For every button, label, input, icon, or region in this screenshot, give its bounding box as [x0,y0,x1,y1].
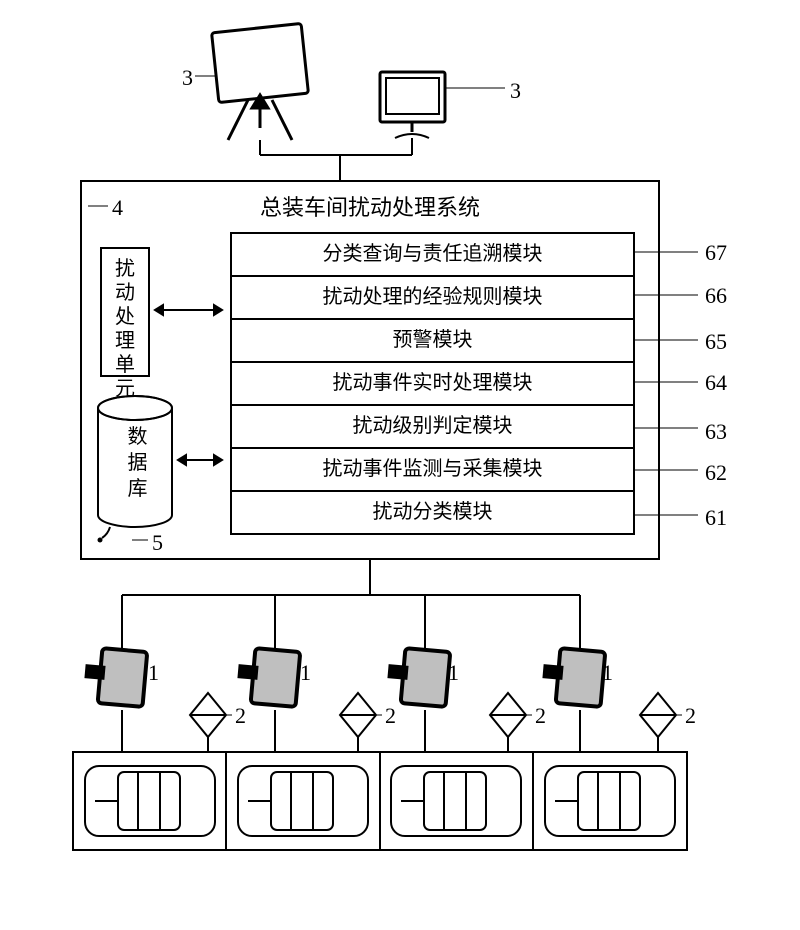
leader-lines-right [633,252,698,515]
tablet-icon-3 [387,648,450,707]
car-icon-4 [545,766,675,836]
bottom-connectors [122,560,580,648]
tablet-icon-2 [237,648,300,707]
system-diagram: 总装车间扰动处理系统 扰 动 处 理 单 元 数 据 库 分类查询与责任追溯模块… [0,0,800,930]
bidir-arrow-db [178,455,222,465]
car-icon-3 [391,766,521,836]
top-connectors [260,138,412,180]
connector-layer [0,0,800,930]
tablet-icon-4 [542,648,605,707]
monitor-icon [380,72,445,138]
database-icon [98,396,173,543]
tablet-icon-1 [84,648,147,707]
floor-marker-4 [640,693,676,752]
car-icon-2 [238,766,368,836]
car-icon-1 [85,766,215,836]
easel-display-icon [212,23,309,140]
floor-marker-3 [490,693,526,752]
floor-marker-2 [340,693,376,752]
floor-marker-1 [190,693,226,752]
bidir-arrow-unit [155,305,222,315]
